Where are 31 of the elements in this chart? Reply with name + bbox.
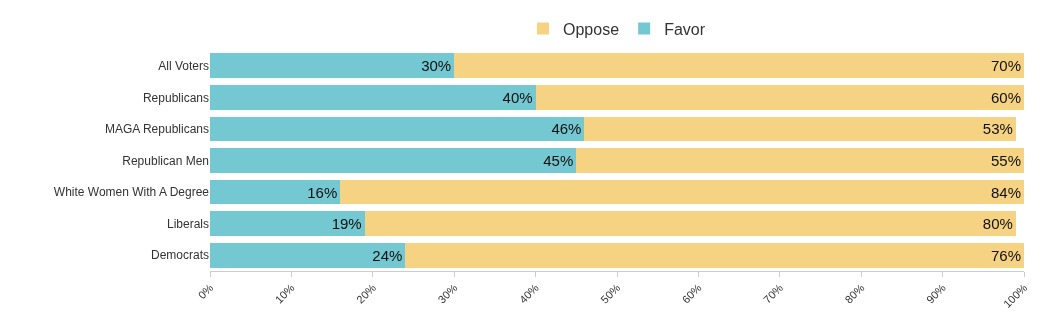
legend-label: Oppose (563, 20, 620, 38)
y-tick-label: MAGA Republicans (104, 122, 209, 137)
x-tick-label: 40% (516, 281, 542, 306)
y-tick-label: Republican Men (122, 153, 209, 168)
y-tick-label: White Women With A Degree (53, 185, 210, 200)
data-label: 84% (990, 183, 1021, 201)
x-tick-label: 0% (195, 281, 216, 302)
y-tick-label: Democrats (150, 248, 209, 263)
data-label: 46% (551, 120, 582, 138)
x-tick-label: 30% (435, 281, 460, 306)
data-label: 55% (990, 152, 1021, 169)
y-tick-label: All Voters (158, 58, 209, 73)
x-tick-label: 80% (842, 281, 867, 306)
legend-label: Favor (664, 20, 706, 38)
x-tick-label: 60% (679, 281, 704, 306)
data-label: 45% (543, 152, 574, 169)
data-label: 24% (372, 246, 403, 264)
data-label: 19% (331, 215, 362, 233)
y-tick-label: Republicans (142, 90, 209, 105)
x-tick-label: 50% (598, 281, 623, 306)
x-tick-label: 70% (761, 281, 786, 306)
data-label: 30% (421, 57, 452, 75)
data-label: 16% (307, 183, 338, 201)
y-tick-label: Liberals (166, 216, 209, 231)
data-label: 60% (990, 88, 1021, 106)
data-label: 40% (502, 88, 533, 106)
x-tick-label: 90% (923, 281, 949, 306)
data-label: 53% (982, 120, 1013, 138)
data-label: 76% (990, 246, 1021, 264)
data-label: 80% (982, 215, 1013, 233)
data-label: 70% (990, 57, 1021, 75)
